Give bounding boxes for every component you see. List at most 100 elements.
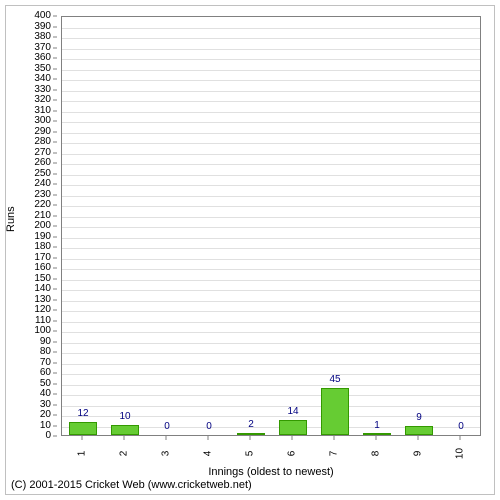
- y-tick-label: 210: [34, 211, 51, 221]
- y-tick-label: 350: [34, 64, 51, 74]
- y-tick-label: 370: [34, 43, 51, 53]
- x-tick-label: 7: [329, 451, 340, 457]
- plot-area: 12 10 0 0 2 14 45 1 9 0: [61, 16, 481, 436]
- y-tick-label: 10: [40, 421, 51, 431]
- y-tick-label: 120: [34, 305, 51, 315]
- y-tick-label: 80: [40, 347, 51, 357]
- y-tick-label: 400: [34, 11, 51, 21]
- gridline: [62, 248, 480, 249]
- x-tick-label: 6: [287, 451, 298, 457]
- gridline: [62, 227, 480, 228]
- y-axis-title: Runs: [5, 206, 17, 232]
- gridline: [62, 280, 480, 281]
- gridline: [62, 70, 480, 71]
- gridline: [62, 374, 480, 375]
- gridline: [62, 269, 480, 270]
- bar: [321, 388, 348, 435]
- gridline: [62, 164, 480, 165]
- gridline: [62, 28, 480, 29]
- y-tick-label: 180: [34, 242, 51, 252]
- bar-value-label: 10: [119, 411, 130, 422]
- y-tick-label: 330: [34, 85, 51, 95]
- bar-value-label: 9: [416, 412, 422, 423]
- y-tick-label: 290: [34, 127, 51, 137]
- gridline: [62, 238, 480, 239]
- gridline: [62, 49, 480, 50]
- bar: [237, 433, 264, 435]
- bar-value-label: 1: [374, 420, 380, 431]
- bar-value-label: 0: [458, 421, 464, 432]
- gridline: [62, 133, 480, 134]
- chart-container: 0102030405060708090100110120130140150160…: [5, 5, 495, 495]
- gridline: [62, 322, 480, 323]
- x-tick-label: 10: [455, 448, 466, 459]
- x-tick-label: 4: [203, 451, 214, 457]
- x-tick-label: 3: [161, 451, 172, 457]
- bar-value-label: 12: [77, 408, 88, 419]
- gridline: [62, 332, 480, 333]
- gridline: [62, 80, 480, 81]
- y-tick-label: 40: [40, 389, 51, 399]
- x-tick-label: 5: [245, 451, 256, 457]
- y-tick-label: 380: [34, 32, 51, 42]
- gridline: [62, 143, 480, 144]
- bar: [279, 420, 306, 435]
- bar: [69, 422, 96, 435]
- y-tick-label: 300: [34, 116, 51, 126]
- y-tick-label: 140: [34, 284, 51, 294]
- y-tick-label: 240: [34, 179, 51, 189]
- bar-value-label: 0: [206, 421, 212, 432]
- y-tick-label: 110: [35, 316, 51, 326]
- y-tick-label: 90: [40, 337, 51, 347]
- y-tick-label: 50: [40, 379, 51, 389]
- y-tick-label: 260: [34, 158, 51, 168]
- gridline: [62, 185, 480, 186]
- y-tick-label: 20: [40, 410, 51, 420]
- gridline: [62, 301, 480, 302]
- y-tick-label: 100: [34, 326, 51, 336]
- y-tick-label: 220: [34, 200, 51, 210]
- y-tick-label: 190: [34, 232, 51, 242]
- y-tick-label: 200: [34, 221, 51, 231]
- gridline: [62, 59, 480, 60]
- x-tick-label: 2: [119, 451, 130, 457]
- gridline: [62, 395, 480, 396]
- y-tick-label: 160: [34, 263, 51, 273]
- gridline: [62, 122, 480, 123]
- y-tick-label: 280: [34, 137, 51, 147]
- y-tick-label: 150: [34, 274, 51, 284]
- bar: [111, 425, 138, 436]
- y-tick-label: 340: [34, 74, 51, 84]
- y-tick-label: 320: [34, 95, 51, 105]
- y-tick-label: 60: [40, 368, 51, 378]
- bar-value-label: 0: [164, 421, 170, 432]
- gridline: [62, 353, 480, 354]
- gridline: [62, 175, 480, 176]
- gridline: [62, 206, 480, 207]
- gridline: [62, 101, 480, 102]
- y-tick-label: 30: [40, 400, 51, 410]
- copyright-text: (C) 2001-2015 Cricket Web (www.cricketwe…: [11, 479, 252, 491]
- bar-value-label: 14: [287, 406, 298, 417]
- y-tick-label: 390: [34, 22, 51, 32]
- y-tick-label: 230: [34, 190, 51, 200]
- gridline: [62, 196, 480, 197]
- y-tick-label: 170: [34, 253, 51, 263]
- y-tick-label: 0: [45, 431, 51, 441]
- bar: [363, 433, 390, 435]
- x-tick-label: 8: [371, 451, 382, 457]
- x-tick-label: 1: [77, 451, 88, 457]
- gridline: [62, 290, 480, 291]
- gridline: [62, 154, 480, 155]
- bar-value-label: 45: [329, 374, 340, 385]
- gridline: [62, 406, 480, 407]
- gridline: [62, 217, 480, 218]
- y-tick-label: 270: [34, 148, 51, 158]
- x-tick-label: 9: [413, 451, 424, 457]
- gridline: [62, 112, 480, 113]
- gridline: [62, 91, 480, 92]
- gridline: [62, 38, 480, 39]
- bar-value-label: 2: [248, 419, 254, 430]
- gridline: [62, 364, 480, 365]
- y-tick-label: 250: [34, 169, 51, 179]
